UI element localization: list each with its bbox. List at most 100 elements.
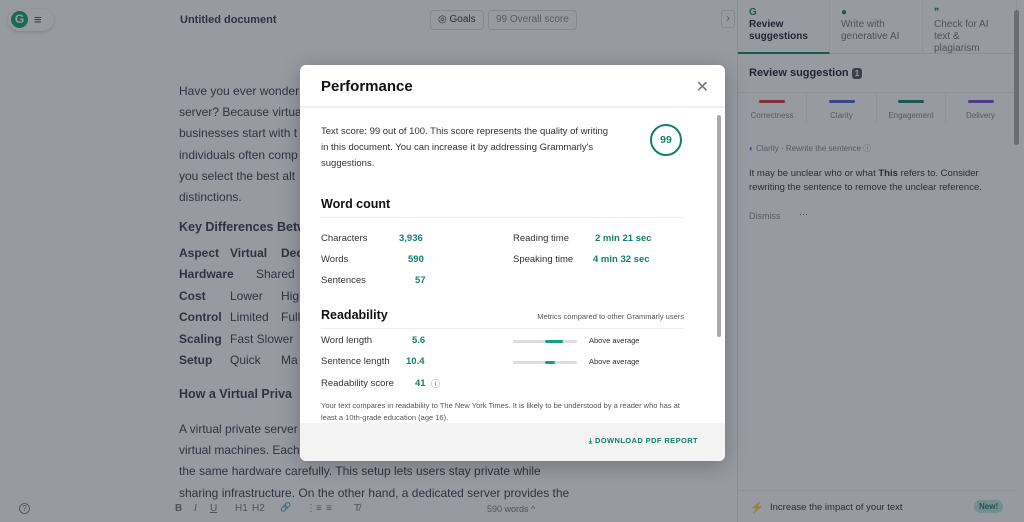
modal-title: Performance [321, 78, 413, 95]
review-suggestion-title: Review suggestion 1 [749, 67, 863, 79]
text-line: server? Because virtua [179, 105, 302, 119]
format-toolbar: ? B I U H1 H2 🔗 ⋮≡ ≡ T̸ 590 words ^ [0, 498, 737, 522]
help-icon[interactable]: ? [19, 503, 30, 514]
italic-button[interactable]: I [194, 503, 197, 514]
more-options-icon[interactable]: ··· [799, 209, 808, 219]
table-cell: Control [179, 310, 222, 325]
characters-label: Characters [321, 233, 368, 244]
suggestion-text[interactable]: It may be unclear who or what This refer… [749, 168, 982, 193]
readability-score-label: Readability score [321, 378, 394, 389]
lightbulb-icon: ● [841, 7, 848, 18]
category-label: Engagement [888, 111, 934, 120]
heading2-button[interactable]: H2 [252, 503, 265, 514]
goals-button[interactable]: ◎ Goals [430, 10, 484, 30]
suggestions-sidebar: G Review suggestions ● Write with generati… [737, 0, 1024, 522]
text-line: individuals often comp [179, 148, 298, 162]
ordered-list-icon[interactable]: ⋮≡ [306, 503, 322, 514]
modal-header: Performance ✕ [300, 65, 725, 108]
document-title[interactable]: Untitled document [180, 14, 277, 26]
word-length-value: 5.6 [412, 335, 426, 346]
link-icon[interactable]: 🔗 [280, 502, 292, 512]
speaking-time-value: 4 min 32 sec [593, 254, 650, 265]
word-count-button[interactable]: 590 words ^ [487, 504, 536, 514]
bullet-list-icon[interactable]: ≡ [326, 503, 332, 514]
table-cell: Fast Slower [230, 331, 294, 346]
sentence-length-value: 10.4 [406, 356, 425, 367]
category-color-bar [759, 100, 785, 103]
text-line: you select the best alt [179, 169, 296, 183]
section-heading: Key Differences Betw [179, 220, 307, 234]
overall-score-button[interactable]: 99 Overall score [488, 10, 577, 30]
category-label: Delivery [966, 111, 995, 120]
menu-icon: ≡ [34, 12, 42, 27]
speaking-time-label: Speaking time [513, 254, 574, 265]
category-engagement[interactable]: Engagement [877, 94, 946, 124]
table-cell: Quick [230, 353, 261, 367]
lightning-icon: ⚡ [750, 502, 764, 514]
sentence-length-rating: Above average [589, 357, 640, 366]
word-count-heading: Word count [321, 197, 684, 218]
category-clarity[interactable]: Clarity [808, 94, 877, 124]
table-cell: Lower [230, 288, 263, 303]
count-badge: 1 [851, 68, 863, 79]
table-cell: Scaling [179, 331, 222, 346]
new-badge: New! [974, 500, 1004, 513]
heading1-button[interactable]: H1 [235, 503, 248, 514]
bold-button[interactable]: B [175, 503, 183, 514]
tab-label: Review suggestions [749, 19, 808, 42]
tab-review-suggestions[interactable]: G Review suggestions [738, 0, 830, 54]
text-line: A virtual private server [179, 422, 298, 436]
text-line: Have you ever wonder [179, 84, 300, 98]
tab-label: Check for AI text & plagiarism [934, 19, 989, 54]
clear-format-icon[interactable]: T̸ [354, 503, 361, 514]
readability-score-value: 41 [415, 378, 426, 389]
category-color-bar [898, 100, 924, 103]
info-icon[interactable]: ⓘ [863, 144, 872, 153]
performance-modal: Performance ✕ Text score: 99 out of 100.… [300, 65, 725, 461]
word-length-bar-fill [545, 340, 563, 343]
modal-footer: ⤓ DOWNLOAD PDF REPORT [300, 423, 725, 461]
word-length-bar [513, 340, 577, 343]
category-color-bar [967, 100, 994, 103]
category-label: Correctness [750, 111, 794, 120]
impact-banner[interactable]: ⚡ Increase the impact of your text New! [738, 490, 1017, 522]
table-cell: Shared [256, 267, 295, 282]
download-label: DOWNLOAD PDF REPORT [594, 436, 698, 445]
reading-time-label: Reading time [513, 233, 569, 244]
readability-heading: Readability Metrics compared to other Gra… [321, 308, 684, 329]
word-length-rating: Above average [589, 336, 640, 345]
dismiss-button[interactable]: Dismiss [749, 211, 781, 221]
words-label: Words [321, 254, 349, 265]
goals-label: Goals [449, 14, 476, 25]
text-line: sharing infrastructure. On the other han… [179, 486, 570, 500]
category-correctness[interactable]: Correctness [738, 94, 807, 124]
grammarly-menu[interactable]: G ≡ [8, 9, 54, 31]
tab-generative-ai[interactable]: ● Write with generative AI [830, 0, 923, 54]
readability-note: Metrics compared to other Grammarly user… [537, 312, 684, 321]
table-cell: Hardware [179, 267, 234, 282]
category-label: Clarity [830, 111, 853, 120]
section-heading: How a Virtual Priva [179, 387, 293, 401]
top-bar: G ≡ Untitled document ◎ Goals 99 Overall… [0, 0, 737, 40]
sentence-length-bar-fill [545, 361, 555, 364]
score-description: Text score: 99 out of 100. This score re… [321, 126, 609, 169]
sentence-length-label: Sentence length [321, 356, 390, 367]
modal-scrollbar[interactable] [717, 115, 721, 337]
word-length-label: Word length [321, 335, 373, 346]
info-icon[interactable]: ⓘ [431, 379, 441, 389]
close-icon[interactable]: ✕ [695, 79, 709, 96]
grammarly-icon: G [749, 7, 757, 18]
suggestion-meta: ◐ Clarity · Rewrite the sentence ⓘ [749, 143, 871, 154]
download-pdf-button[interactable]: ⤓ DOWNLOAD PDF REPORT [589, 436, 698, 446]
readability-title: Readability [321, 308, 388, 322]
text-line: virtual machines. Each [179, 443, 300, 457]
meta-text: Clarity · Rewrite the sentence [756, 144, 862, 153]
table-cell: Full [281, 310, 301, 325]
characters-value: 3,936 [399, 233, 423, 244]
reading-time-value: 2 min 21 sec [595, 233, 652, 244]
table-cell: Aspect [179, 246, 220, 260]
sidebar-scrollbar[interactable] [1014, 10, 1019, 145]
underline-button[interactable]: U [210, 503, 218, 514]
sentences-label: Sentences [321, 275, 366, 286]
chevron-right-icon[interactable]: › [721, 10, 735, 28]
